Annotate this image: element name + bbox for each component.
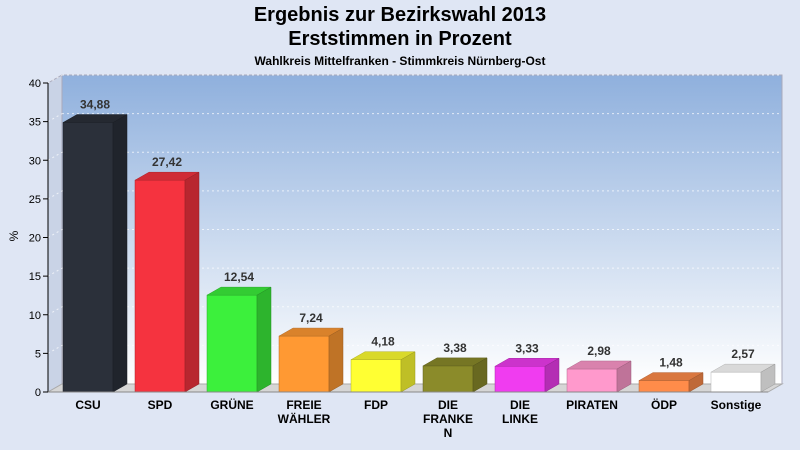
- y-tick-label: 5: [35, 348, 41, 360]
- x-tick-label: FREIE WÄHLER: [278, 398, 331, 426]
- x-tick-label: DIE FRANKE N: [423, 398, 473, 440]
- x-tick-label-line: SPD: [148, 398, 173, 412]
- x-tick-label-line: FDP: [364, 398, 388, 412]
- bar-front: [710, 371, 762, 393]
- x-tick-label: PIRATEN: [566, 398, 618, 412]
- bar: [710, 363, 776, 393]
- data-label: 7,24: [299, 311, 323, 325]
- bar: [422, 357, 488, 393]
- x-tick-label-line: DIE: [438, 398, 458, 412]
- chart-subtitle: Erststimmen in Prozent: [288, 28, 512, 50]
- data-label: 4,18: [371, 335, 395, 349]
- y-tick-label: 30: [29, 155, 41, 167]
- bar-front: [422, 365, 474, 393]
- bar-side: [184, 171, 200, 393]
- x-tick-label-line: FRANKE: [423, 412, 473, 426]
- x-tick-label-line: GRÜNE: [210, 397, 253, 412]
- bar-front: [278, 335, 330, 393]
- data-label: 3,38: [443, 341, 467, 355]
- x-tick-label-line: PIRATEN: [566, 398, 618, 412]
- x-tick-label-line: WÄHLER: [278, 411, 331, 426]
- x-tick-label: DIE LINKE: [502, 398, 538, 426]
- x-tick-label-line: CSU: [75, 398, 100, 412]
- data-label: 27,42: [152, 155, 182, 169]
- bar-front: [206, 294, 258, 393]
- data-label: 12,54: [224, 270, 254, 284]
- bar: [278, 327, 344, 393]
- x-tick-label-line: LINKE: [502, 412, 538, 426]
- y-tick-label: 15: [29, 271, 41, 283]
- bar-side: [112, 114, 128, 393]
- bar-front: [134, 179, 186, 393]
- y-tick-label: 35: [29, 117, 41, 129]
- x-tick-label-line: DIE: [510, 398, 530, 412]
- chart-title: Ergebnis zur Bezirkswahl 2013: [253, 4, 547, 26]
- bar-side: [688, 372, 704, 393]
- x-tick-label: SPD: [148, 398, 173, 412]
- data-label: 2,98: [587, 344, 611, 358]
- x-tick-label: FDP: [364, 398, 388, 412]
- bar: [134, 171, 200, 393]
- bar: [350, 351, 416, 393]
- chart-subsubtitle: Wahlkreis Mittelfranken - Stimmkreis Nür…: [254, 54, 546, 68]
- bar-front: [350, 359, 402, 393]
- y-axis-label: %: [7, 230, 21, 241]
- bar-side: [472, 357, 488, 393]
- y-tick-label: 0: [35, 387, 41, 399]
- bar-side: [400, 351, 416, 393]
- y-tick-label: 40: [29, 78, 41, 90]
- bar-front: [62, 122, 114, 393]
- plot-side-wall: [47, 74, 63, 393]
- x-tick-label: ÖDP: [651, 397, 677, 412]
- bar-side: [760, 363, 776, 393]
- x-tick-label-line: N: [444, 426, 453, 440]
- bar: [638, 372, 704, 393]
- data-label: 1,48: [659, 356, 683, 370]
- bar-front: [566, 368, 618, 393]
- bar-front: [638, 380, 690, 393]
- bar: [206, 286, 272, 393]
- bar-side: [328, 327, 344, 393]
- x-tick-label: CSU: [75, 398, 100, 412]
- y-tick-label: 25: [29, 194, 41, 206]
- bar-front: [494, 366, 546, 393]
- bar: [494, 357, 560, 393]
- x-tick-label-line: Sonstige: [711, 398, 762, 412]
- data-label: 2,57: [731, 347, 755, 361]
- x-tick-label-line: FREIE: [286, 398, 321, 412]
- bar-side: [544, 357, 560, 393]
- data-label: 3,33: [515, 341, 539, 355]
- bar-side: [256, 286, 272, 393]
- y-tick-label: 20: [29, 233, 41, 245]
- data-label: 34,88: [80, 98, 110, 112]
- y-tick-label: 10: [29, 310, 41, 322]
- x-tick-label: Sonstige: [711, 398, 762, 412]
- bar: [62, 114, 128, 393]
- bar-side: [616, 360, 632, 393]
- x-tick-label: GRÜNE: [210, 397, 253, 412]
- bar: [566, 360, 632, 393]
- x-tick-label-line: ÖDP: [651, 397, 677, 412]
